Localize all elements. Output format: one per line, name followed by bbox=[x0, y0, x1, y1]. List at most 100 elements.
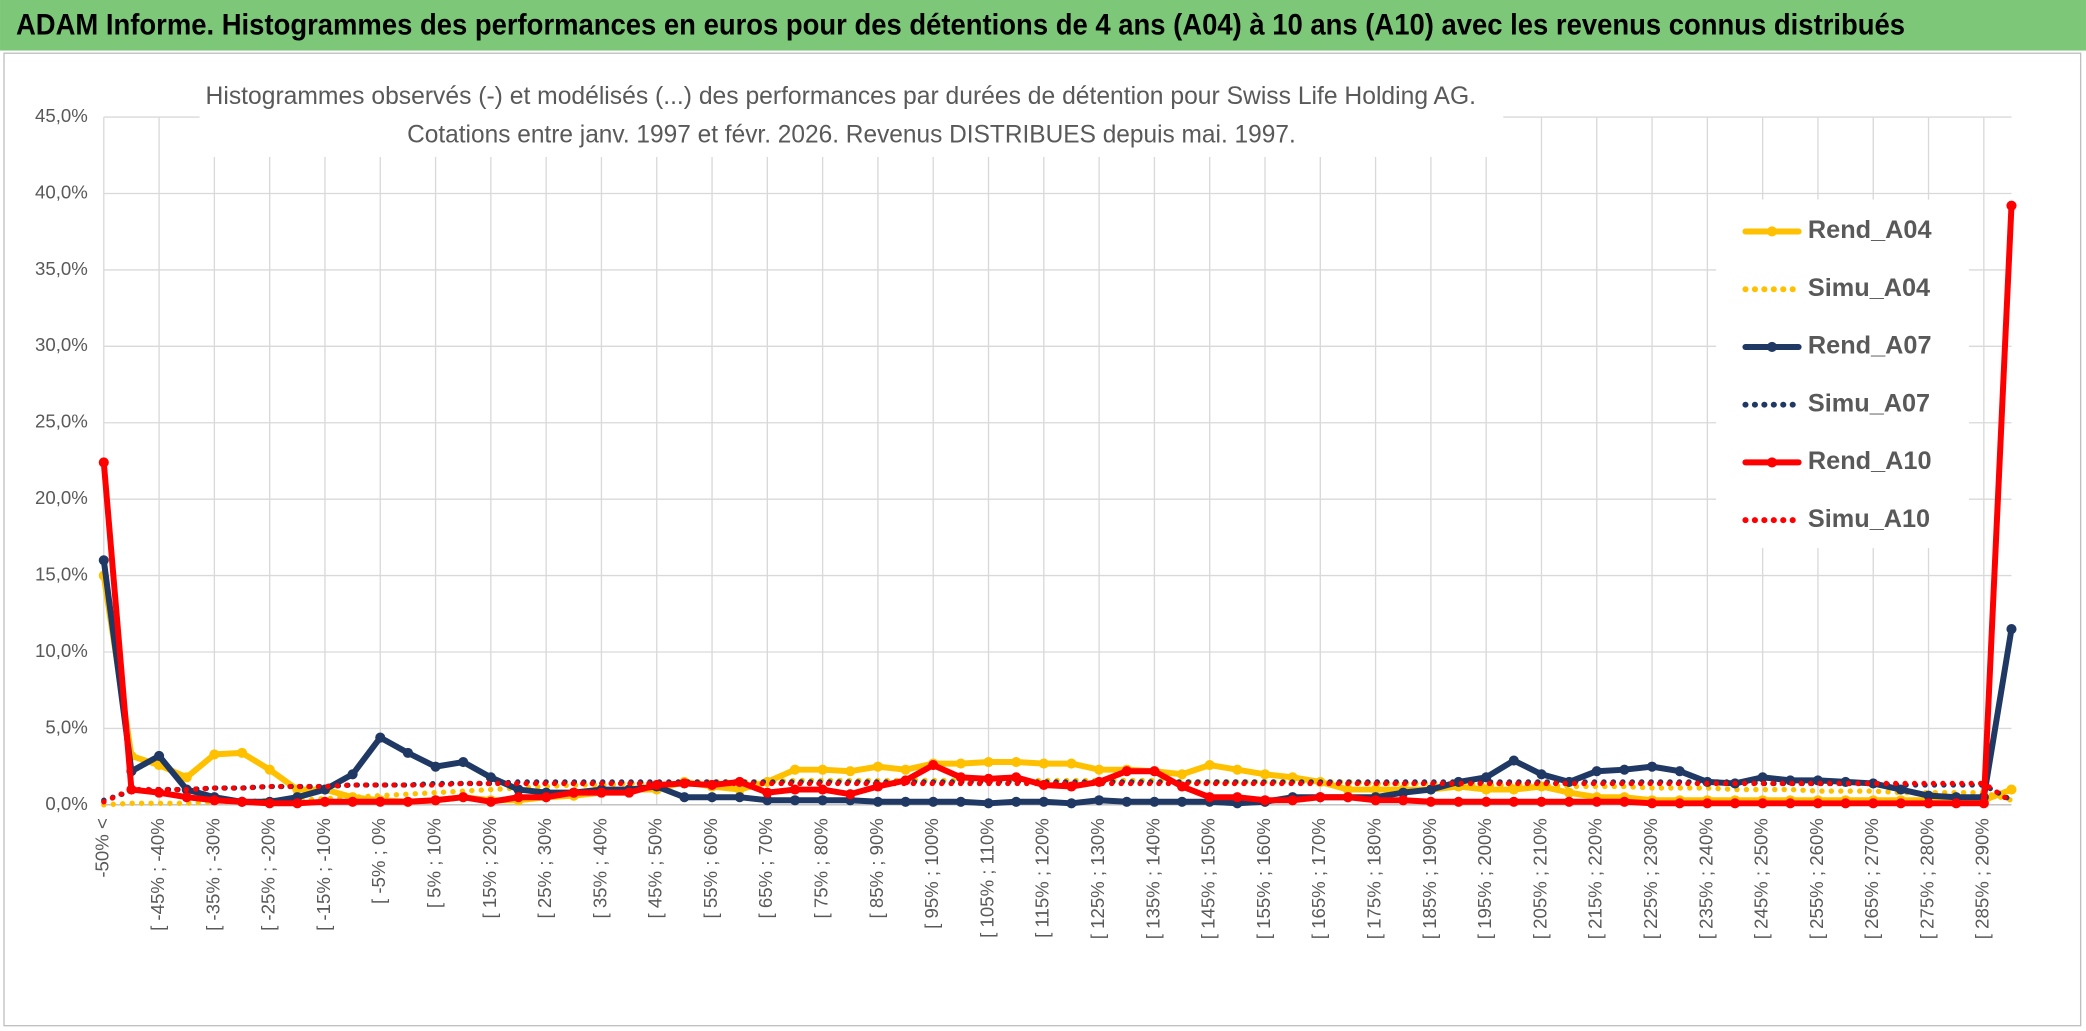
x-tick-label: [ 95% ; 100% bbox=[921, 818, 942, 929]
point bbox=[1287, 795, 1298, 806]
x-tick-label: [ -45% ; -40% bbox=[147, 818, 168, 931]
point bbox=[209, 795, 220, 806]
x-tick-label: [ 175% ; 180% bbox=[1364, 818, 1385, 939]
x-tick-label: [ 145% ; 150% bbox=[1198, 818, 1219, 939]
point bbox=[955, 796, 966, 807]
x-tick-label: [ 45% ; 50% bbox=[645, 818, 666, 918]
legend-marker bbox=[1766, 457, 1778, 468]
x-tick-label: [ 155% ; 160% bbox=[1253, 818, 1274, 939]
point bbox=[1370, 784, 1381, 795]
point bbox=[1176, 769, 1188, 780]
point bbox=[1508, 755, 1519, 766]
point bbox=[1978, 798, 1989, 809]
x-tick-label: -50% < bbox=[92, 818, 113, 877]
point bbox=[1342, 792, 1353, 803]
y-tick-label: 5,0% bbox=[45, 716, 87, 737]
point bbox=[154, 750, 165, 761]
legend-label: Simu_A07 bbox=[1808, 389, 1930, 417]
point bbox=[1453, 796, 1464, 807]
point bbox=[845, 789, 856, 800]
point bbox=[1812, 798, 1823, 809]
point bbox=[1508, 796, 1519, 807]
point bbox=[1287, 772, 1298, 783]
point bbox=[1259, 795, 1271, 806]
point bbox=[734, 784, 745, 795]
point bbox=[1398, 787, 1409, 798]
point bbox=[485, 772, 496, 783]
y-tick-label: 15,0% bbox=[35, 564, 88, 585]
point bbox=[900, 796, 911, 807]
point bbox=[872, 761, 883, 772]
x-tick-label: [ 15% ; 20% bbox=[479, 818, 500, 918]
x-tick-label: [ -35% ; -30% bbox=[202, 818, 223, 931]
chart-title: Histogrammes observés (-) et modélisés (… bbox=[206, 82, 1476, 110]
point bbox=[1011, 796, 1022, 807]
point bbox=[706, 792, 718, 803]
x-tick-label: [ 5% ; 10% bbox=[423, 818, 444, 908]
point bbox=[1757, 772, 1768, 783]
y-tick-label: 20,0% bbox=[35, 487, 88, 508]
x-tick-label: [ 165% ; 170% bbox=[1308, 818, 1329, 939]
point bbox=[1066, 798, 1077, 809]
point bbox=[1370, 795, 1381, 806]
series-line bbox=[101, 780, 2015, 805]
point bbox=[1038, 796, 1049, 807]
point bbox=[762, 787, 773, 798]
point bbox=[1840, 798, 1851, 809]
point bbox=[458, 756, 469, 768]
header-band bbox=[0, 0, 2086, 51]
point bbox=[1204, 760, 1215, 771]
point bbox=[1481, 772, 1492, 783]
point bbox=[1895, 798, 1906, 809]
point bbox=[872, 796, 883, 807]
point bbox=[1868, 778, 1879, 789]
x-tick-label: [ 105% ; 110% bbox=[976, 818, 997, 938]
point bbox=[955, 772, 966, 783]
legend-label: Simu_A10 bbox=[1808, 505, 1930, 533]
point bbox=[1591, 796, 1602, 807]
point bbox=[1647, 798, 1658, 809]
legend-marker bbox=[1766, 341, 1778, 353]
point bbox=[1536, 769, 1547, 780]
point bbox=[1149, 766, 1160, 777]
point bbox=[458, 792, 469, 803]
point bbox=[1674, 798, 1685, 809]
point bbox=[1702, 798, 1713, 809]
point bbox=[1425, 796, 1436, 807]
point bbox=[1425, 784, 1436, 795]
legend-label: Rend_A04 bbox=[1808, 216, 1932, 244]
point bbox=[955, 758, 966, 769]
point bbox=[900, 764, 911, 775]
point bbox=[789, 784, 801, 795]
x-tick-label: [ -25% ; -20% bbox=[258, 818, 279, 931]
point bbox=[1094, 764, 1105, 775]
y-tick-label: 0,0% bbox=[45, 793, 87, 814]
point bbox=[624, 787, 635, 798]
point bbox=[1176, 796, 1188, 807]
point bbox=[541, 792, 552, 803]
x-tick-label: [ 65% ; 70% bbox=[755, 818, 776, 918]
point bbox=[734, 792, 745, 803]
point bbox=[1951, 798, 1962, 809]
y-tick-label: 30,0% bbox=[35, 334, 88, 355]
point bbox=[513, 784, 524, 795]
point bbox=[928, 760, 939, 771]
x-tick-label: [ 125% ; 130% bbox=[1087, 818, 1108, 939]
x-tick-label: [ 85% ; 90% bbox=[866, 818, 887, 918]
series-line bbox=[100, 557, 2015, 807]
point bbox=[845, 766, 856, 777]
point bbox=[375, 732, 386, 743]
x-tick-label: [ 115% ; 120% bbox=[1032, 818, 1053, 938]
point bbox=[402, 747, 413, 758]
point bbox=[347, 769, 358, 780]
x-tick-label: [ 245% ; 250% bbox=[1751, 818, 1772, 939]
point bbox=[789, 764, 801, 775]
point bbox=[1923, 798, 1934, 809]
point bbox=[292, 798, 303, 809]
point bbox=[236, 747, 248, 758]
point bbox=[98, 555, 109, 566]
point bbox=[402, 796, 413, 807]
point bbox=[983, 756, 994, 768]
